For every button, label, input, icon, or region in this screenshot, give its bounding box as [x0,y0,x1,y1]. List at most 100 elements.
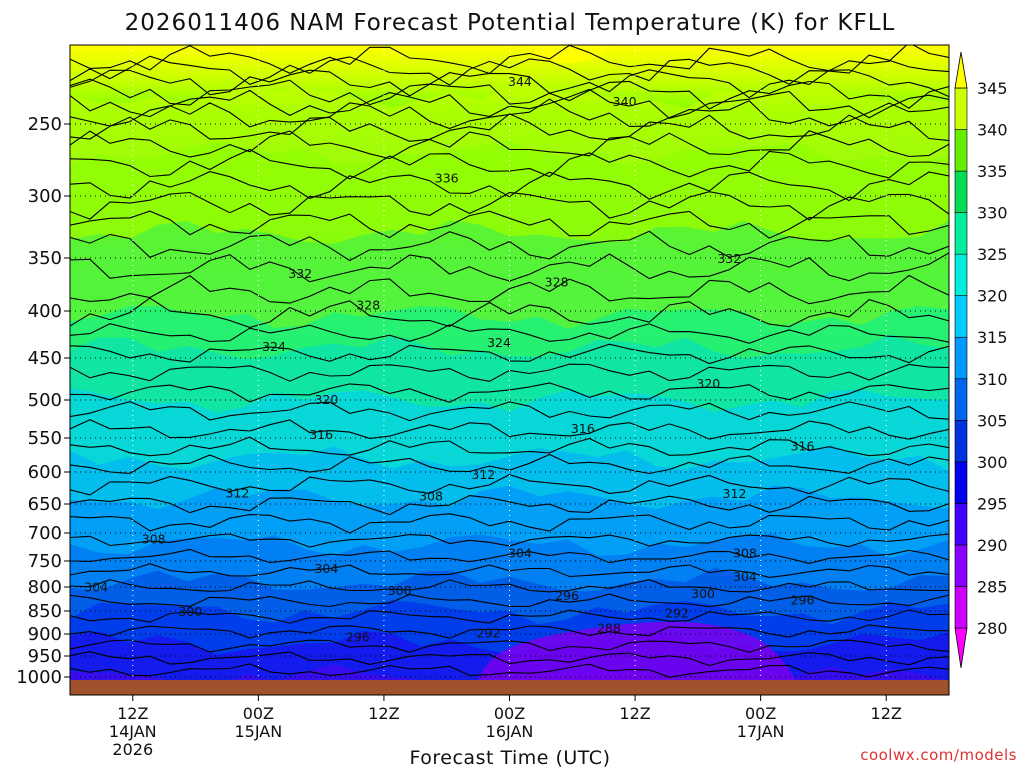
plot-area [70,45,949,695]
contour-line [70,624,949,639]
contour-labels: 344 340 336 332 332 328 328 324 324 320 320 316 316 3… [84,74,815,645]
colorbar-swatch [954,503,968,546]
y-tick-label: 700 [28,523,62,544]
colorbar-label: 340 [977,121,1008,140]
contour-label: 320 [314,392,338,407]
colorbar: 280 285 290 295 300 305 310 315 320 325 330 335 340 3… [954,51,1008,669]
contour-label: 308 [142,532,166,547]
contour-label: 332 [717,251,741,266]
x-tick-time: 12Z [117,704,148,723]
x-tick-time: 12Z [368,704,399,723]
colorbar-label: 300 [977,453,1008,472]
contour-label: 292 [477,626,501,641]
colorbar-swatch [954,295,968,338]
contour-line [70,513,949,534]
contour-line [70,88,949,119]
colorbar-label: 295 [977,494,1008,513]
cold-pool-region [475,621,800,695]
contour-label: 308 [419,489,443,504]
colorbar-max-arrow [954,51,968,89]
contour-line [70,382,949,403]
y-tick-label: 250 [28,114,62,135]
contour-label: 304 [84,579,108,594]
contour-line [70,474,949,496]
x-tick-year: 2026 [112,740,153,759]
colorbar-swatch [954,586,968,629]
contour-label: 300 [178,604,202,619]
gridlines [70,45,949,695]
contour-label: 328 [545,274,569,289]
y-tick-label: 550 [28,428,62,449]
colorbar-swatch [954,129,968,172]
contour-label: 312 [471,467,495,482]
colorbar-label: 285 [977,577,1008,596]
contour-line [70,663,949,678]
ground-strip [70,680,949,695]
contour-line [70,419,949,440]
colorbar-label: 305 [977,411,1008,430]
contour-label: 336 [435,170,459,185]
x-tick-date: 16JAN [486,722,534,741]
contour-label: 296 [791,592,815,607]
contour-line [70,297,949,328]
x-tick-time: 00Z [745,704,776,723]
contour-label: 316 [571,421,595,436]
contour-label: 292 [665,605,689,620]
contour-label: 296 [555,588,579,603]
colorbar-label: 290 [977,536,1008,555]
contour-label: 312 [723,486,747,501]
contour-line [70,171,949,202]
y-tick-label: 650 [28,494,62,515]
contour-label: 300 [388,583,412,598]
colorbar-swatch [954,461,968,504]
contour-label: 304 [733,569,757,584]
colorbar-swatch [954,170,968,213]
colorbar-swatch [954,378,968,421]
y-tick-label: 1000 [16,667,62,688]
contour-line [70,579,949,593]
contour-line [70,113,949,142]
x-tick-date: 17JAN [737,722,785,741]
contour-line [70,548,949,564]
contour-line [70,78,949,110]
y-tick-label: 850 [28,601,62,622]
colorbar-swatch [954,212,968,255]
y-tick-label: 350 [28,248,62,269]
contour-line [70,210,949,239]
colorbar-swatch [954,420,968,463]
contour-line [70,323,949,344]
contour-line [70,401,949,422]
x-tick-date: 15JAN [234,722,282,741]
contour-label: 288 [597,621,621,636]
y-axis: 2503003504004505005506006507007508008509… [16,114,70,688]
y-tick-label: 300 [28,186,62,207]
contour-line [70,651,949,667]
y-tick-label: 450 [28,348,62,369]
contour-line [70,230,949,262]
contour-label: 320 [696,376,720,391]
contour-label: 304 [508,546,532,561]
colorbar-label: 345 [977,79,1008,98]
contour-label: 316 [309,427,333,442]
contour-label: 300 [691,586,715,601]
x-tick-time: 00Z [243,704,274,723]
contour-label: 296 [346,630,370,645]
y-tick-label: 600 [28,462,62,483]
contour-line [70,436,949,457]
colorbar-swatch [954,544,968,587]
contour-line [70,54,949,86]
contour-label: 340 [613,94,637,109]
y-tick-label: 950 [28,646,62,667]
y-tick-label: 900 [28,624,62,645]
x-tick-time: 00Z [494,704,525,723]
contour-line [70,495,949,516]
colorbar-swatch [954,253,968,296]
contour-line [70,274,949,305]
colorbar-swatch [954,87,968,130]
x-axis-label: Forecast Time (UTC) [410,747,611,768]
contour-label: 316 [791,438,815,453]
contour-label: 304 [314,561,338,576]
colorbar-label: 280 [977,619,1008,638]
contour-line [70,45,949,75]
